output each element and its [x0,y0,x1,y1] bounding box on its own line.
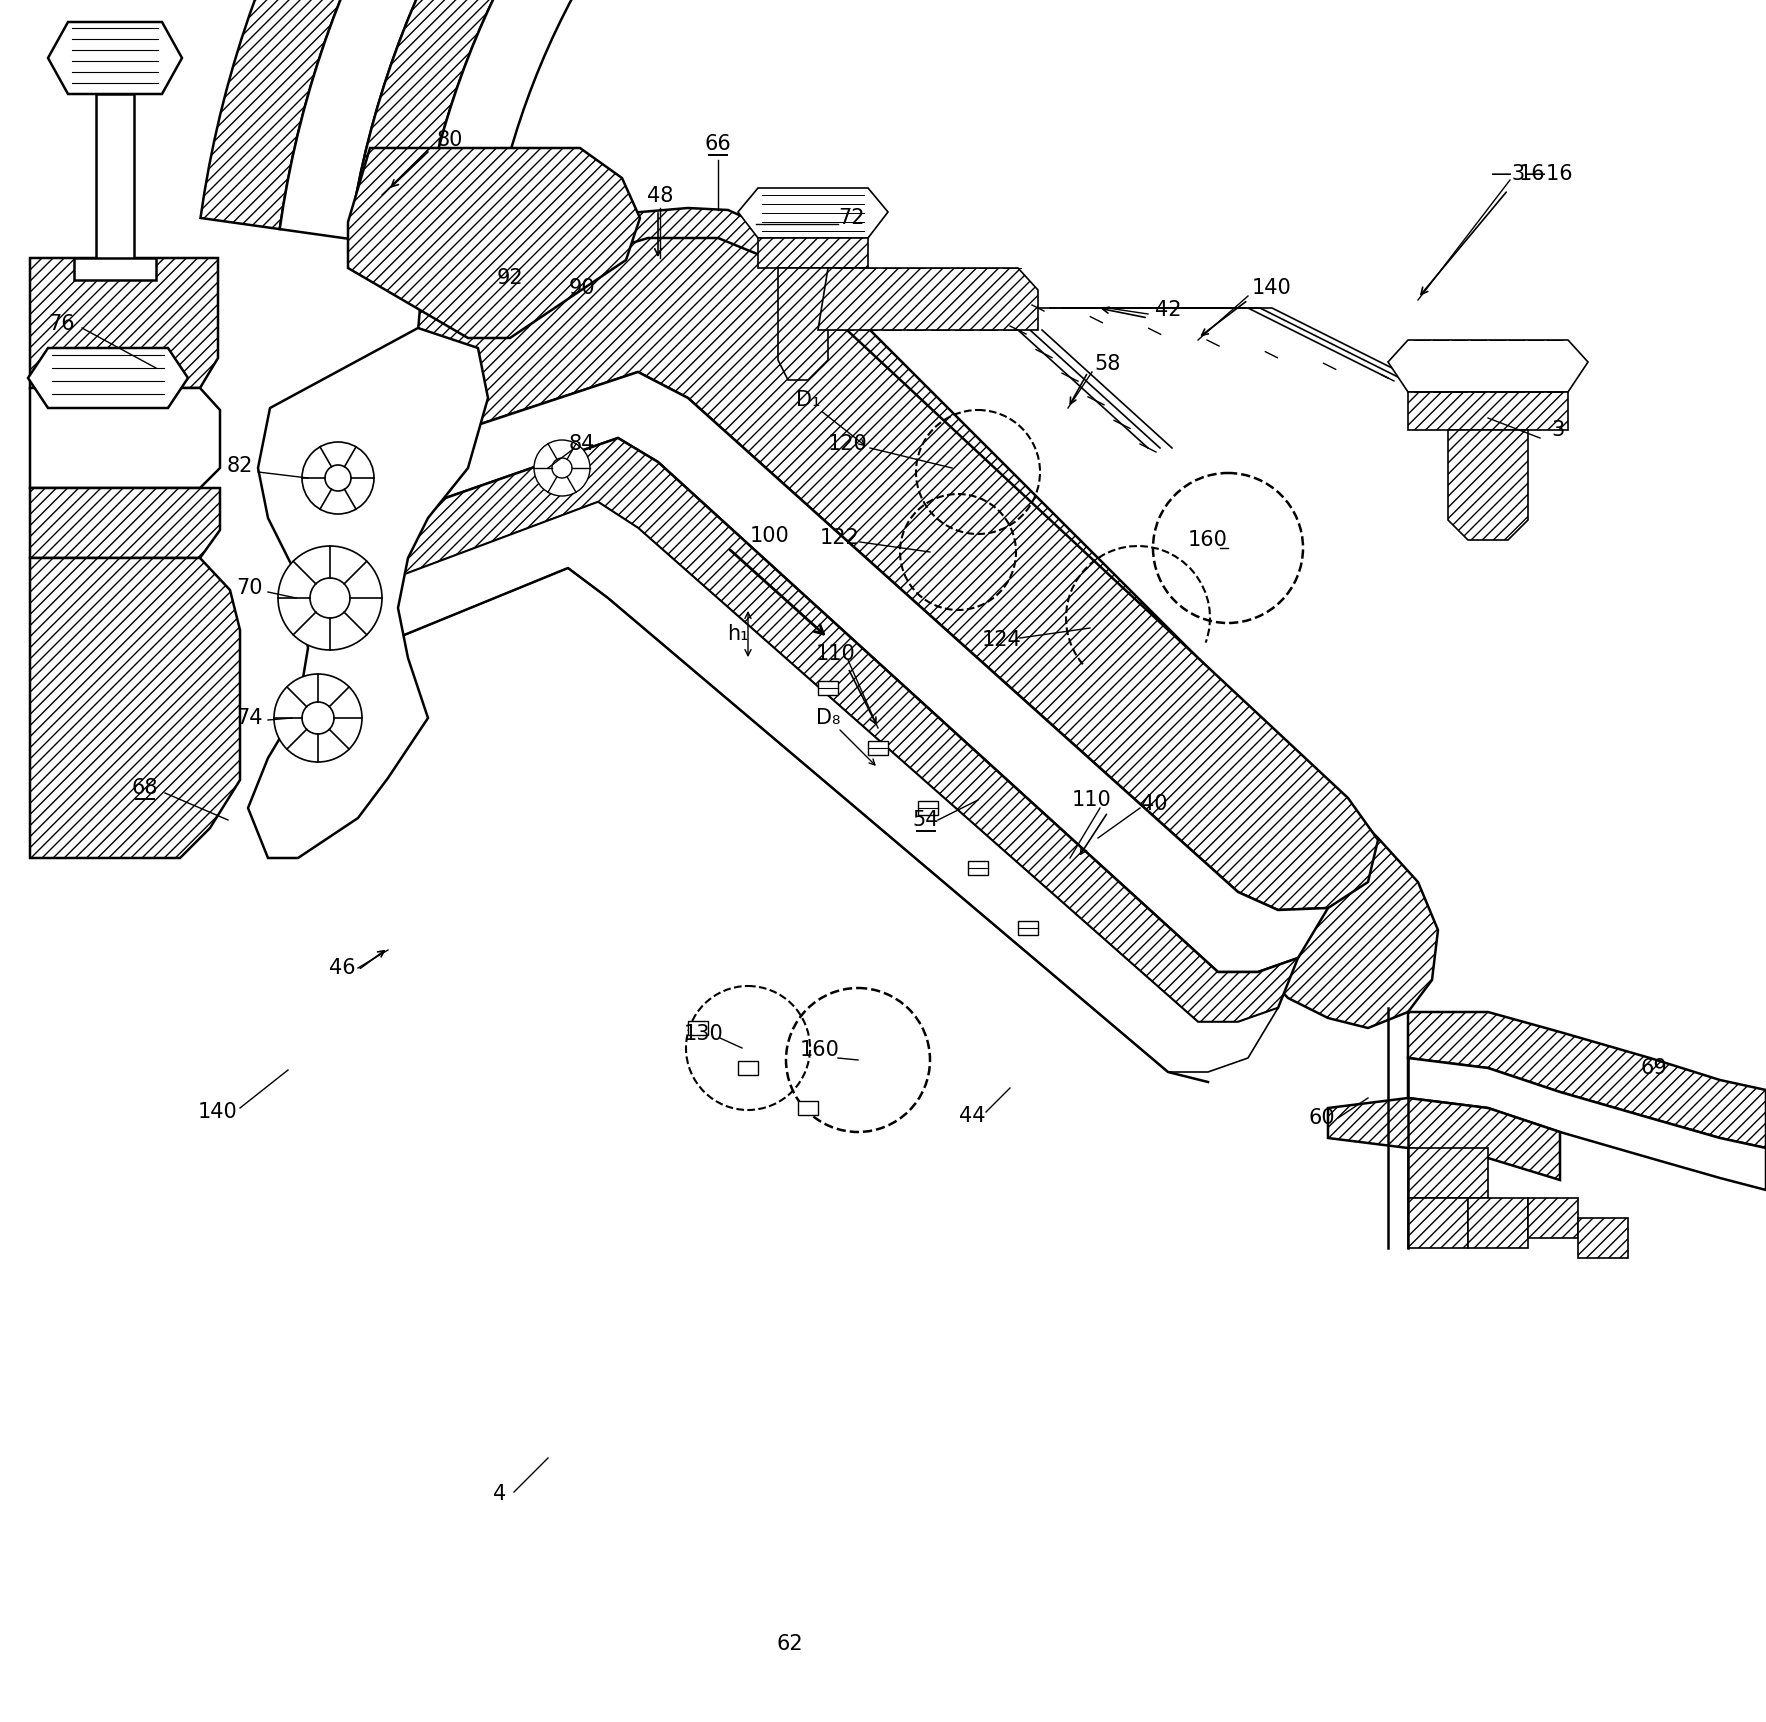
Text: 124: 124 [982,630,1023,649]
Polygon shape [1579,1217,1628,1259]
Text: 16: 16 [1519,164,1545,184]
Text: D₈: D₈ [816,708,841,728]
Polygon shape [689,1021,708,1035]
Text: 76: 76 [49,313,76,334]
Text: 66: 66 [705,134,731,153]
Polygon shape [389,372,1328,971]
Polygon shape [350,0,1704,248]
Polygon shape [1448,430,1528,541]
Text: 44: 44 [959,1106,985,1126]
Polygon shape [1388,339,1588,393]
Polygon shape [30,387,221,487]
Polygon shape [30,487,221,558]
Text: 54: 54 [913,809,940,830]
Polygon shape [30,558,240,858]
Polygon shape [779,269,828,381]
Text: 69: 69 [1641,1057,1667,1078]
Polygon shape [279,0,1736,239]
Polygon shape [1328,1099,1559,1180]
Circle shape [311,579,350,618]
Polygon shape [1408,1057,1766,1190]
Text: 160: 160 [1189,530,1227,549]
Text: 140: 140 [198,1102,238,1123]
Text: 70: 70 [237,579,263,598]
Text: 40: 40 [1141,794,1167,815]
Text: 60: 60 [1309,1107,1335,1128]
Polygon shape [1408,1199,1468,1248]
Text: 92: 92 [496,269,523,288]
Circle shape [325,465,351,491]
Text: 62: 62 [777,1634,804,1655]
Circle shape [302,703,334,734]
Text: 80: 80 [436,129,463,150]
Text: 72: 72 [839,208,865,227]
Text: 68: 68 [132,778,159,797]
Circle shape [553,458,572,479]
Text: 84: 84 [569,434,595,455]
Text: 140: 140 [1252,277,1293,298]
Polygon shape [30,258,217,387]
Polygon shape [367,437,1298,1021]
Text: 3: 3 [1551,420,1565,441]
Polygon shape [1408,1013,1766,1149]
Text: 120: 120 [828,434,867,455]
Polygon shape [1408,1149,1489,1199]
Text: 46: 46 [328,957,355,978]
Polygon shape [247,327,487,858]
Text: 160: 160 [800,1040,841,1061]
Polygon shape [1528,1199,1579,1238]
Polygon shape [201,0,1766,229]
Text: 110: 110 [1072,790,1113,809]
Text: 4: 4 [493,1484,507,1503]
Polygon shape [738,1061,758,1075]
Circle shape [533,441,590,496]
Polygon shape [419,0,1671,258]
Text: 122: 122 [819,529,860,548]
Polygon shape [408,238,1377,909]
Polygon shape [547,208,1438,1028]
Polygon shape [818,680,839,696]
Polygon shape [798,1100,818,1116]
Circle shape [277,546,381,649]
Text: D₁: D₁ [796,389,819,410]
Text: 110: 110 [816,644,857,665]
Polygon shape [95,95,134,269]
Text: 130: 130 [683,1025,724,1044]
Polygon shape [738,188,888,238]
Text: 90: 90 [569,277,595,298]
Text: 58: 58 [1095,355,1121,374]
Polygon shape [869,740,888,754]
Text: —3—16: —3—16 [1491,164,1574,184]
Circle shape [274,673,362,763]
Polygon shape [48,22,182,95]
Text: 42: 42 [1155,300,1181,320]
Polygon shape [348,503,1279,1073]
Polygon shape [1468,1199,1528,1248]
Polygon shape [74,258,155,281]
Text: 74: 74 [237,708,263,728]
Polygon shape [758,238,869,269]
Polygon shape [818,269,1038,331]
Polygon shape [968,861,987,875]
Text: 82: 82 [226,456,253,475]
Polygon shape [918,801,938,815]
Polygon shape [1408,393,1568,430]
Polygon shape [348,148,639,338]
Circle shape [302,443,374,513]
Polygon shape [1017,921,1038,935]
Text: 48: 48 [646,186,673,207]
Text: 100: 100 [751,525,789,546]
Polygon shape [28,348,187,408]
Text: h₁: h₁ [728,623,749,644]
